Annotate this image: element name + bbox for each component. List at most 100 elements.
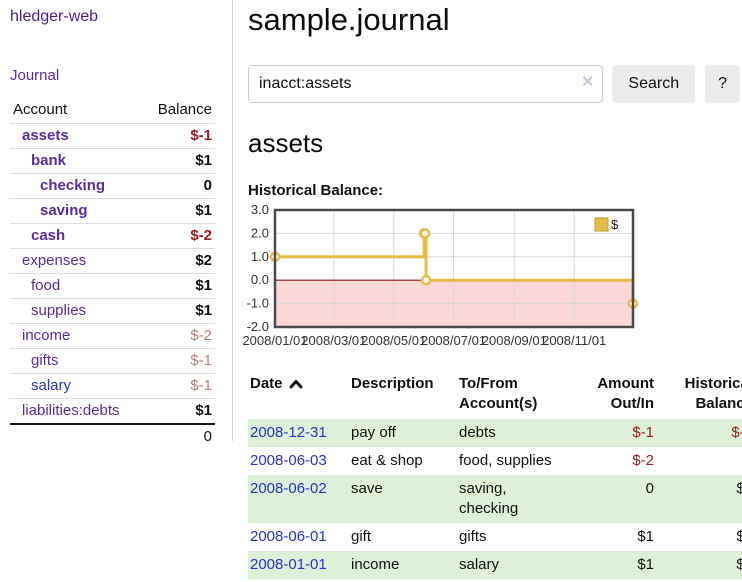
- register-header-label: Description: [351, 375, 434, 392]
- svg-text:-1.0: -1.0: [247, 296, 269, 311]
- register-header-label: Balance: [695, 395, 742, 412]
- search-field-wrap: ✕: [248, 65, 604, 103]
- transaction-date-link[interactable]: 2008-06-01: [250, 528, 327, 545]
- register-accounts-cell: salary: [459, 556, 500, 573]
- sidebar: hledger-web Journal Account Balance asse…: [0, 0, 233, 445]
- register-column-header: Description: [349, 372, 457, 419]
- sidebar-account-link[interactable]: assets: [22, 127, 69, 144]
- register-date-cell: 2008-06-02: [248, 475, 349, 523]
- accounts-total-balance: 0: [203, 428, 212, 445]
- sidebar-account-link[interactable]: saving: [40, 202, 88, 219]
- svg-text:2008/01/01: 2008/01/01: [242, 333, 307, 348]
- sort-ascending-icon: [289, 375, 303, 395]
- account-row: cash $-2: [10, 223, 215, 249]
- search-form: ✕ Search ?: [248, 65, 740, 103]
- register-column-header: Amount Out/In: [567, 372, 656, 419]
- transaction-date-link[interactable]: 2008-06-03: [250, 452, 327, 469]
- sidebar-account-link[interactable]: bank: [31, 152, 67, 169]
- svg-text:$: $: [611, 217, 619, 232]
- transaction-date-link[interactable]: 2008-01-01: [250, 556, 327, 573]
- register-row: 2008-06-01 gift gifts $1 $2: [248, 523, 742, 551]
- register-balance-cell: $-1: [731, 424, 742, 441]
- sidebar-account-balance: 0: [203, 177, 212, 194]
- sidebar-account-balance: $1: [195, 302, 212, 319]
- account-row: liabilities:debts $1: [10, 398, 215, 425]
- register-header-label: Out/In: [610, 395, 654, 412]
- register-date-cell: 2008-12-31: [248, 419, 349, 447]
- sidebar-item-journal[interactable]: Journal: [10, 67, 60, 84]
- register-description-cell: income: [351, 556, 400, 573]
- account-row: salary $-1: [10, 373, 215, 399]
- accounts-header-balance: Balance: [157, 101, 212, 118]
- register-column-header: Historical Balance: [656, 372, 742, 419]
- register-accounts-cell: debts: [459, 424, 496, 441]
- sidebar-account-balance: $1: [195, 277, 212, 294]
- sidebar-account-link[interactable]: gifts: [31, 352, 59, 369]
- svg-text:0.0: 0.0: [251, 272, 269, 287]
- register-description-cell: save: [351, 480, 383, 497]
- help-button[interactable]: ?: [705, 65, 740, 103]
- account-row: assets $-1: [10, 123, 215, 149]
- svg-text:2008/09/01: 2008/09/01: [482, 333, 547, 348]
- sidebar-account-balance: $1: [195, 402, 212, 419]
- register-balance-cell: 0: [656, 447, 742, 475]
- register-date-cell: 2008-06-01: [248, 523, 349, 551]
- register-date-cell: 2008-01-01: [248, 551, 349, 579]
- svg-text:2008/07/01: 2008/07/01: [421, 333, 486, 348]
- sidebar-account-balance: $-2: [190, 227, 212, 244]
- register-amount-cell: 0: [645, 480, 654, 497]
- register-accounts-cell: saving, checking: [459, 480, 519, 517]
- accounts-table: Account Balance assets $-1 bank $1 checking 0…: [10, 99, 215, 449]
- account-row: food $1: [10, 273, 215, 299]
- sidebar-account-link[interactable]: food: [31, 277, 61, 294]
- register-header-label: Amount: [597, 375, 654, 392]
- sidebar-account-link[interactable]: supplies: [31, 302, 87, 319]
- sidebar-account-link[interactable]: salary: [31, 377, 72, 394]
- register-description-cell: gift: [351, 528, 372, 545]
- account-row: supplies $1: [10, 298, 215, 324]
- svg-text:-2.0: -2.0: [247, 319, 269, 334]
- account-row: saving $1: [10, 198, 215, 224]
- search-button[interactable]: Search: [612, 65, 696, 103]
- accounts-header-row: Account Balance: [10, 99, 215, 124]
- sidebar-account-balance: $2: [195, 252, 212, 269]
- sidebar-account-link[interactable]: checking: [40, 177, 106, 194]
- register-amount-cell: $-2: [632, 452, 654, 469]
- accounts-total-row: 0: [10, 424, 215, 449]
- sidebar-account-link[interactable]: expenses: [22, 252, 87, 269]
- main-content: sample.journal ✕ Search ? assets Histori…: [242, 0, 742, 579]
- register-header-label: To/From: [459, 375, 518, 392]
- register-accounts-cell: food, supplies: [459, 452, 552, 469]
- register-column-header: To/From Account(s): [457, 372, 567, 419]
- historical-balance-chart: 3.0 2.0 1.0 0.0 -1.0 -2.0 2008/01/01 2008/03/01…: [238, 202, 740, 357]
- account-row: expenses $2: [10, 248, 215, 274]
- search-input[interactable]: [248, 65, 604, 103]
- register-amount-cell: $1: [637, 556, 654, 573]
- clear-search-icon[interactable]: ✕: [580, 74, 595, 91]
- sidebar-account-balance: $-1: [190, 377, 212, 394]
- transaction-date-link[interactable]: 2008-12-31: [250, 424, 327, 441]
- svg-text:2008/11/01: 2008/11/01: [542, 333, 606, 348]
- register-amount-cell: $1: [637, 528, 654, 545]
- brand-link[interactable]: hledger-web: [10, 8, 99, 25]
- register-header-label: Account(s): [459, 395, 538, 412]
- account-row: income $-2: [10, 323, 215, 349]
- svg-text:3.0: 3.0: [251, 205, 269, 217]
- sidebar-account-balance: $-1: [190, 352, 212, 369]
- sidebar-account-link[interactable]: cash: [31, 227, 66, 244]
- register-header-row: Date Description To/From Account(s) Amount Ou…: [248, 372, 742, 419]
- register-row: 2008-12-31 pay off debts $-1 $-1: [248, 419, 742, 447]
- sidebar-account-link[interactable]: income: [22, 327, 71, 344]
- register-row: 2008-06-03 eat & shop food, supplies $-20: [248, 447, 742, 475]
- transaction-date-link[interactable]: 2008-06-02: [250, 480, 327, 497]
- account-row: gifts $-1: [10, 348, 215, 374]
- sidebar-account-link[interactable]: liabilities:debts: [22, 402, 120, 419]
- account-row: bank $1: [10, 148, 215, 174]
- register-column-header[interactable]: Date: [248, 372, 349, 419]
- register-balance-cell: $2: [736, 528, 742, 545]
- svg-text:2008/05/01: 2008/05/01: [361, 333, 426, 348]
- sidebar-account-balance: $1: [195, 152, 212, 169]
- accounts-header-account: Account: [13, 101, 68, 118]
- sidebar-account-balance: $1: [195, 202, 212, 219]
- register-date-cell: 2008-06-03: [248, 447, 349, 475]
